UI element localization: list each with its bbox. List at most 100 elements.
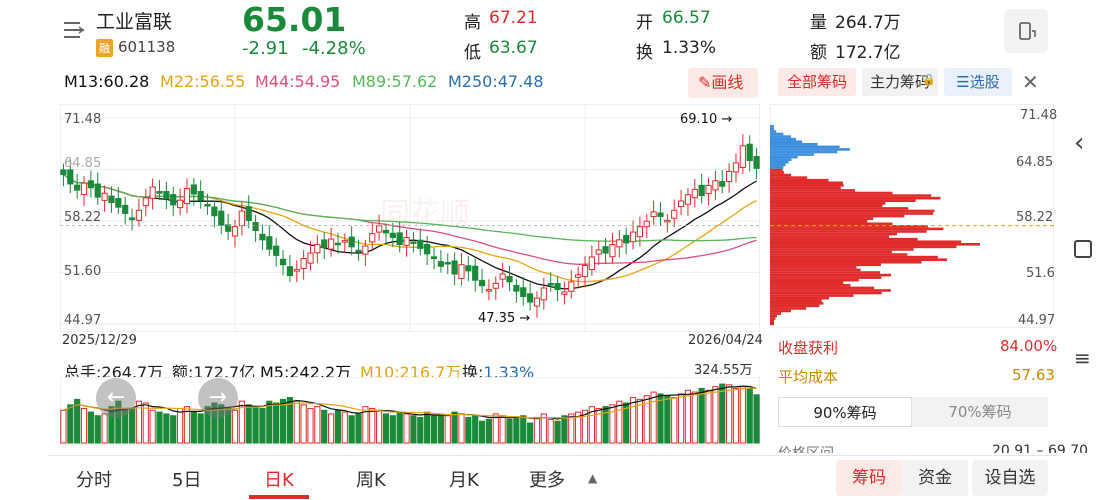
y-tick-3: 51.60 xyxy=(64,264,102,279)
volume-bar xyxy=(252,406,259,444)
candle-body xyxy=(650,211,657,218)
candle-body xyxy=(211,206,218,217)
volume-bar xyxy=(341,411,348,444)
candle-body xyxy=(238,210,245,227)
y-tick-partial: 64.85 xyxy=(64,156,102,171)
volume-bar xyxy=(691,391,698,444)
chip-bar xyxy=(770,299,822,303)
draw-line-button[interactable]: ✎画线 xyxy=(688,68,758,98)
volume-bar xyxy=(520,415,527,444)
tab-select-stock[interactable]: ☰选股 xyxy=(944,68,1012,96)
tab-monthly-k[interactable]: 月K xyxy=(449,470,479,491)
candle-body xyxy=(376,225,383,233)
volume-bar xyxy=(218,404,225,444)
candle-body xyxy=(273,245,280,256)
chip-bar xyxy=(770,145,840,149)
candle-body xyxy=(341,240,348,243)
candle-body xyxy=(218,210,225,226)
volume-bar xyxy=(376,409,383,444)
volume-bar xyxy=(348,415,355,444)
volume-bar xyxy=(176,407,184,444)
candle-body xyxy=(478,279,486,287)
candle-body xyxy=(327,238,335,250)
candle-body xyxy=(526,293,534,303)
chips-button[interactable]: 筹码 xyxy=(836,460,902,496)
chip-bar xyxy=(770,171,785,174)
volume-bar xyxy=(506,418,513,444)
chip-bar xyxy=(770,140,803,144)
add-watchlist-button[interactable]: 设自选 xyxy=(972,460,1048,496)
candle-body xyxy=(279,258,287,266)
tab-5day[interactable]: 5日 xyxy=(172,470,202,491)
candle-body xyxy=(753,155,760,169)
amount-value: 172.7亿 xyxy=(835,43,901,63)
candle-body xyxy=(74,184,81,191)
candle-body xyxy=(588,256,595,271)
date-end: 2026/04/24 xyxy=(688,333,763,348)
tab-daily-k[interactable]: 日K xyxy=(264,470,294,491)
candle-body xyxy=(101,192,108,201)
avg-cost-label: 平均成本 xyxy=(778,368,839,386)
tab-all-chips[interactable]: 全部筹码 xyxy=(778,68,856,96)
chip-bar xyxy=(770,222,893,226)
volume-bar xyxy=(629,397,637,444)
more-caret-icon[interactable]: ▲ xyxy=(588,471,598,485)
volume-bar xyxy=(677,393,685,444)
recents-nav-icon[interactable]: ≡ xyxy=(1074,346,1091,370)
stock-name: 工业富联 xyxy=(96,11,173,33)
volume-bar xyxy=(739,386,746,444)
chip-bar xyxy=(770,284,851,287)
volume-bar xyxy=(190,411,197,444)
volume-bar xyxy=(307,407,314,444)
candle-body xyxy=(739,145,746,168)
volume-chart[interactable] xyxy=(60,377,760,445)
margin-badge: 融 xyxy=(96,39,113,57)
funds-button[interactable]: 资金 xyxy=(902,460,968,496)
volume-bar xyxy=(410,415,417,444)
back-nav-icon[interactable]: ‹ xyxy=(1074,128,1085,158)
candle-body xyxy=(321,239,328,249)
volume-bar xyxy=(719,383,726,444)
tab-main-chips[interactable]: 主力筹码 🔒 xyxy=(862,68,938,96)
volume-bar xyxy=(327,413,335,444)
tab-more[interactable]: 更多 xyxy=(529,470,565,491)
candle-body xyxy=(252,222,259,232)
volume-bar xyxy=(115,400,122,444)
landscape-button[interactable] xyxy=(1004,9,1048,53)
low-marker: 47.35 → xyxy=(478,311,531,326)
chip-bar xyxy=(770,255,938,259)
tab-intraday[interactable]: 分时 xyxy=(76,470,112,491)
volume-bar xyxy=(698,387,705,444)
chip-bar xyxy=(770,289,891,292)
price-change: -2.91 xyxy=(242,38,289,59)
kline-chart[interactable]: 同花顺 xyxy=(60,104,760,332)
candle-body xyxy=(87,180,94,189)
chip-tick-5: 44.97 xyxy=(1018,313,1056,328)
candle-body xyxy=(623,235,630,244)
tab-70-chips[interactable]: 70%筹码 xyxy=(912,397,1048,427)
candle-body xyxy=(513,284,520,292)
stock-code: 601138 xyxy=(118,38,176,56)
home-nav-icon[interactable] xyxy=(1074,240,1092,258)
chip-bar xyxy=(770,248,914,251)
volume-bar xyxy=(163,413,170,444)
candle-body xyxy=(547,283,554,286)
chip-bar xyxy=(770,194,932,197)
date-start: 2025/12/29 xyxy=(62,333,137,348)
scroll-left-button[interactable]: ← xyxy=(96,378,136,418)
scroll-right-button[interactable]: → xyxy=(198,378,238,418)
tab-weekly-k[interactable]: 周K xyxy=(356,470,386,491)
low-marker-label: 47.35 xyxy=(478,311,516,326)
close-icon[interactable]: ✕ xyxy=(1022,70,1039,94)
tab-90-chips[interactable]: 90%筹码 xyxy=(778,397,912,427)
chip-distribution[interactable] xyxy=(770,104,1054,328)
chip-bar xyxy=(770,186,841,190)
menu-icon[interactable] xyxy=(62,20,86,40)
chip-bar xyxy=(770,266,857,269)
volume-bar xyxy=(60,409,67,444)
high-marker-label: 69.10 xyxy=(680,112,718,127)
chip-bar xyxy=(770,237,918,241)
chip-bar xyxy=(770,127,774,131)
candle-body xyxy=(712,180,719,191)
chip-bar xyxy=(770,263,881,267)
